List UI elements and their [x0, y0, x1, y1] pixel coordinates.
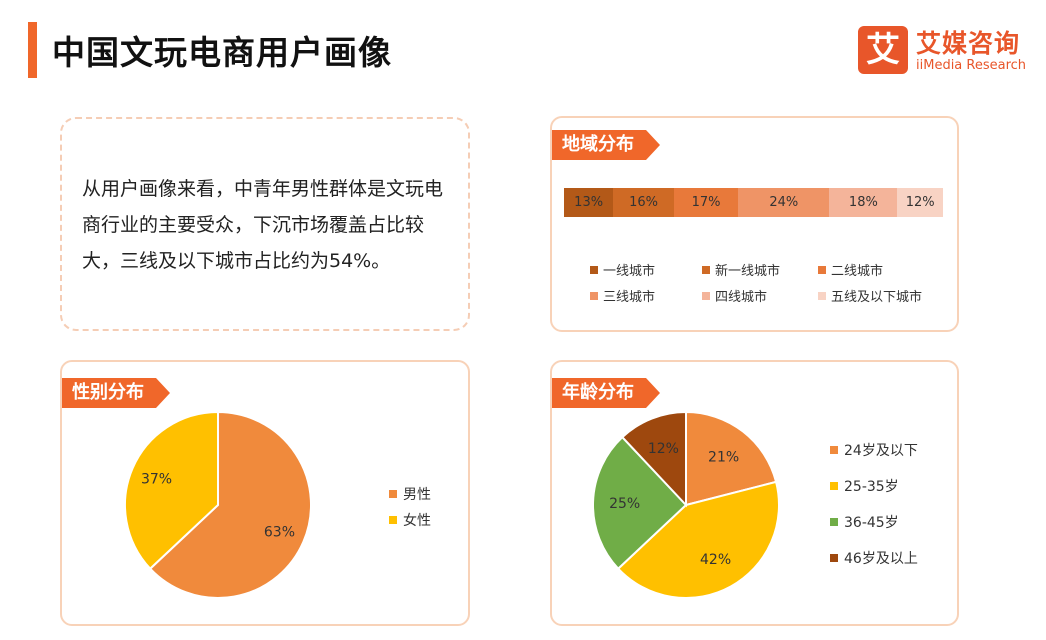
region-bar-segment: 16%	[613, 188, 674, 217]
region-bar-segment: 13%	[564, 188, 614, 217]
legend-swatch	[830, 482, 838, 490]
age-pie-label: 42%	[700, 552, 731, 568]
age-pie-chart: 21% 42% 25% 12%	[592, 410, 780, 599]
region-bar-label: 24%	[769, 195, 799, 210]
region-bar-label: 13%	[574, 195, 604, 210]
legend-swatch	[830, 446, 838, 454]
age-legend-item: 24岁及以下	[830, 440, 918, 460]
age-legend-item: 46岁及以上	[830, 548, 918, 568]
age-pie-slice	[685, 410, 778, 507]
logo-name-en: iiMedia Research	[916, 58, 1027, 73]
legend-swatch	[590, 291, 598, 300]
brand-logo: 艾 艾媒咨询 iiMedia Research	[858, 26, 1038, 76]
region-legend-item: 四线城市	[702, 286, 767, 305]
age-pie-label: 21%	[708, 450, 739, 466]
age-legend-item: 25-35岁	[830, 476, 899, 496]
region-bar-label: 18%	[848, 195, 878, 210]
age-legend-label: 25-35岁	[844, 479, 899, 495]
legend-swatch	[830, 518, 838, 526]
region-bar-segment: 12%	[897, 188, 943, 217]
region-bar-segment: 17%	[673, 188, 739, 217]
gender-legend-label: 男性	[403, 487, 431, 503]
gender-section-tag: 性别分布	[62, 378, 170, 408]
age-pie-slice	[620, 410, 687, 508]
gender-panel: 性别分布 63% 37% 男性女性	[60, 360, 470, 626]
region-legend-item: 五线及以下城市	[818, 286, 922, 305]
legend-swatch	[830, 554, 838, 562]
legend-swatch	[389, 490, 397, 498]
region-bar-label: 16%	[629, 195, 659, 210]
legend-swatch	[702, 291, 710, 300]
region-legend-label: 二线城市	[831, 264, 884, 279]
region-bar-label: 17%	[691, 195, 721, 210]
legend-swatch	[702, 265, 710, 274]
region-legend-label: 一线城市	[603, 264, 656, 279]
region-legend-label: 五线及以下城市	[831, 290, 923, 305]
age-legend-item: 36-45岁	[830, 512, 899, 532]
region-legend-item: 一线城市	[590, 260, 655, 279]
age-pie-label: 25%	[609, 496, 640, 512]
age-pie-label: 12%	[648, 441, 679, 457]
age-legend-label: 36-45岁	[844, 515, 899, 531]
region-panel: 地域分布 13% 16% 17% 24% 18% 12% 一线城市 新一线城市 二线城市三线城…	[550, 116, 959, 332]
legend-swatch	[590, 265, 598, 274]
gender-legend-label: 女性	[403, 513, 431, 529]
gender-pie-label: 63%	[264, 525, 295, 541]
region-stacked-bar: 13% 16% 17% 24% 18% 12%	[564, 188, 943, 217]
age-panel: 年龄分布 21% 42% 25% 12% 24岁及以下 25-35岁 36-45岁 46岁及…	[550, 360, 959, 626]
legend-swatch	[389, 516, 397, 524]
region-legend-label: 新一线城市	[715, 264, 781, 279]
gender-pie-slice	[124, 410, 219, 571]
region-legend-label: 三线城市	[603, 290, 656, 305]
age-legend-label: 24岁及以下	[844, 443, 918, 459]
age-section-tag: 年龄分布	[552, 378, 660, 408]
intro-panel: 从用户画像来看，中青年男性群体是文玩电商行业的主要受众，下沉市场覆盖占比较大，三…	[60, 117, 470, 331]
title-accent-bar	[28, 22, 37, 78]
logo-name-cn: 艾媒咨询	[916, 29, 1021, 58]
region-bar-segment: 24%	[738, 188, 830, 217]
intro-text: 从用户画像来看，中青年男性群体是文玩电商行业的主要受众，下沉市场覆盖占比较大，三…	[82, 178, 444, 272]
age-pie-slice	[616, 480, 780, 599]
region-legend-item: 新一线城市	[702, 260, 780, 279]
age-legend-label: 46岁及以上	[844, 551, 918, 567]
region-bar-label: 12%	[905, 195, 935, 210]
region-legend-item: 三线城市	[590, 286, 655, 305]
legend-swatch	[818, 265, 826, 274]
legend-swatch	[818, 291, 826, 300]
region-bar-segment: 18%	[829, 188, 898, 217]
gender-pie-slice	[148, 410, 312, 599]
logo-icon: 艾	[858, 26, 908, 74]
page-title: 中国文玩电商用户画像	[52, 33, 392, 72]
gender-legend-item: 女性	[389, 510, 431, 530]
region-section-tag: 地域分布	[552, 130, 660, 160]
age-pie-slice	[592, 435, 688, 571]
gender-legend-item: 男性	[389, 484, 431, 504]
gender-pie-label: 37%	[141, 471, 172, 487]
gender-pie-chart: 63% 37%	[124, 410, 312, 599]
region-legend-item: 二线城市	[818, 260, 883, 279]
region-legend-label: 四线城市	[715, 290, 768, 305]
